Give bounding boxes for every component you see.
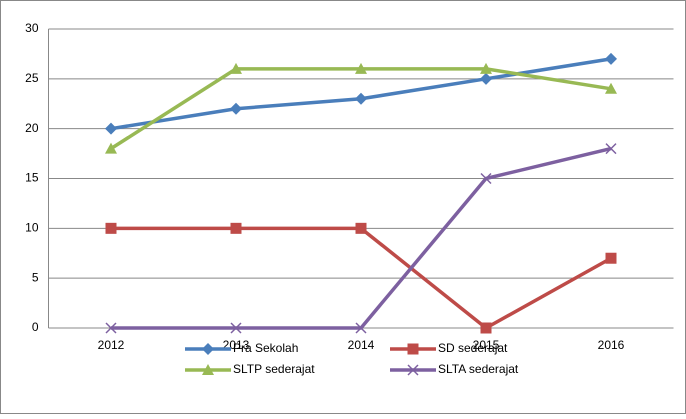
marker (605, 52, 617, 65)
marker (480, 172, 492, 185)
marker (230, 102, 242, 115)
x-tick-label: 2014 (348, 338, 375, 352)
marker (407, 343, 419, 355)
marker (605, 82, 617, 94)
legend-label: SLTA sederajat (438, 362, 519, 376)
marker (105, 122, 117, 135)
marker (480, 72, 492, 85)
x-tick-label: 2015 (473, 338, 500, 352)
marker (105, 142, 117, 154)
legend-label: SLTP sederajat (233, 362, 315, 376)
y-tick-label: 25 (25, 71, 39, 85)
y-tick-label: 15 (25, 171, 39, 185)
marker (480, 322, 492, 334)
y-tick-label: 30 (25, 21, 39, 35)
marker (355, 322, 367, 334)
marker (605, 143, 617, 155)
legend-label: Pra Sekolah (233, 341, 298, 355)
y-tick-label: 20 (25, 121, 39, 135)
marker (105, 222, 117, 234)
marker (355, 92, 367, 105)
marker (230, 62, 242, 74)
y-tick-label: 5 (32, 270, 39, 284)
x-tick-label: 2016 (598, 338, 625, 352)
y-tick-label: 10 (25, 221, 39, 235)
marker (605, 252, 617, 264)
marker (407, 364, 419, 376)
marker (202, 364, 214, 375)
marker (355, 222, 367, 234)
marker (105, 322, 117, 334)
marker (480, 62, 492, 74)
marker (230, 322, 242, 334)
marker (355, 62, 367, 74)
marker (230, 222, 242, 234)
y-tick-label: 0 (32, 320, 39, 334)
marker (202, 343, 214, 355)
legend-label: SD sederajat (438, 341, 508, 355)
x-tick-label: 2012 (98, 338, 125, 352)
